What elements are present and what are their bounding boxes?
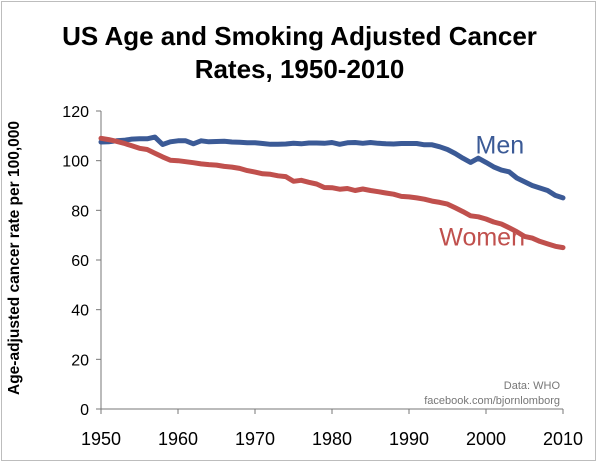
- chart-title-line-2: Rates, 1950-2010: [194, 54, 405, 84]
- y-tick-label: 20: [71, 352, 89, 369]
- x-tick-label: 1950: [81, 429, 121, 449]
- y-tick-label: 100: [62, 154, 89, 171]
- credit-source: Data: WHO: [503, 380, 560, 392]
- y-tick-label: 0: [80, 402, 89, 419]
- chart-title: US Age and Smoking Adjusted Cancer Rates…: [0, 20, 599, 86]
- chart-title-line-1: US Age and Smoking Adjusted Cancer: [62, 21, 537, 51]
- series-line-men: [98, 134, 566, 201]
- x-tick-label: 2000: [466, 429, 506, 449]
- x-tick-label: 2010: [543, 429, 583, 449]
- credit-author: facebook.com/bjornlomborg: [424, 395, 560, 407]
- x-tick-label: 1970: [235, 429, 275, 449]
- x-tick-label: 1990: [389, 429, 429, 449]
- x-tick-label: 1980: [312, 429, 352, 449]
- y-tick-label: 60: [71, 253, 89, 270]
- y-tick-label: 120: [62, 104, 89, 121]
- y-tick-label: 80: [71, 203, 89, 220]
- series-label-men: Men: [476, 132, 525, 160]
- series-line-women: [98, 135, 566, 251]
- x-tick-label: 1960: [158, 429, 198, 449]
- series-label-women: Women: [439, 223, 525, 251]
- y-tick-label: 40: [71, 303, 89, 320]
